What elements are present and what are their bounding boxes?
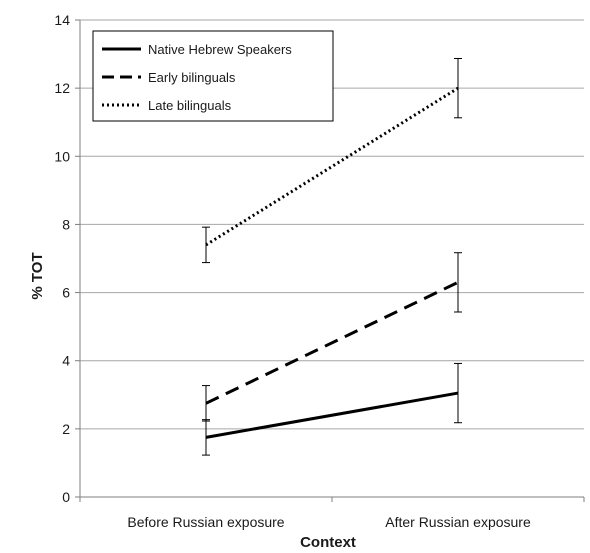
y-tick-label: 10 <box>54 148 70 164</box>
legend: Native Hebrew Speakers Early bilinguals La… <box>92 30 334 122</box>
y-tick-label: 8 <box>62 216 70 232</box>
series-line <box>205 391 459 439</box>
x-axis-title: Context <box>300 534 356 551</box>
y-axis-title: % TOT <box>29 252 46 299</box>
y-tick-label: 12 <box>54 80 70 96</box>
y-tick-label: 14 <box>54 12 70 28</box>
tick-labels: 0 2 4 6 8 10 12 14 Before Russian exposure After … <box>54 12 531 530</box>
y-tick-label: 0 <box>62 489 70 505</box>
series-line <box>205 280 459 405</box>
y-tick-label: 6 <box>62 285 70 301</box>
legend-label: Late bilinguals <box>148 98 232 113</box>
axes <box>75 19 585 502</box>
x-tick-label: After Russian exposure <box>385 514 531 530</box>
series-group <box>202 58 462 456</box>
legend-label: Native Hebrew Speakers <box>148 42 292 57</box>
y-tick-label: 2 <box>62 421 70 437</box>
y-tick-label: 4 <box>62 353 70 369</box>
x-tick-label: Before Russian exposure <box>127 514 284 530</box>
legend-label: Early bilinguals <box>148 70 236 85</box>
